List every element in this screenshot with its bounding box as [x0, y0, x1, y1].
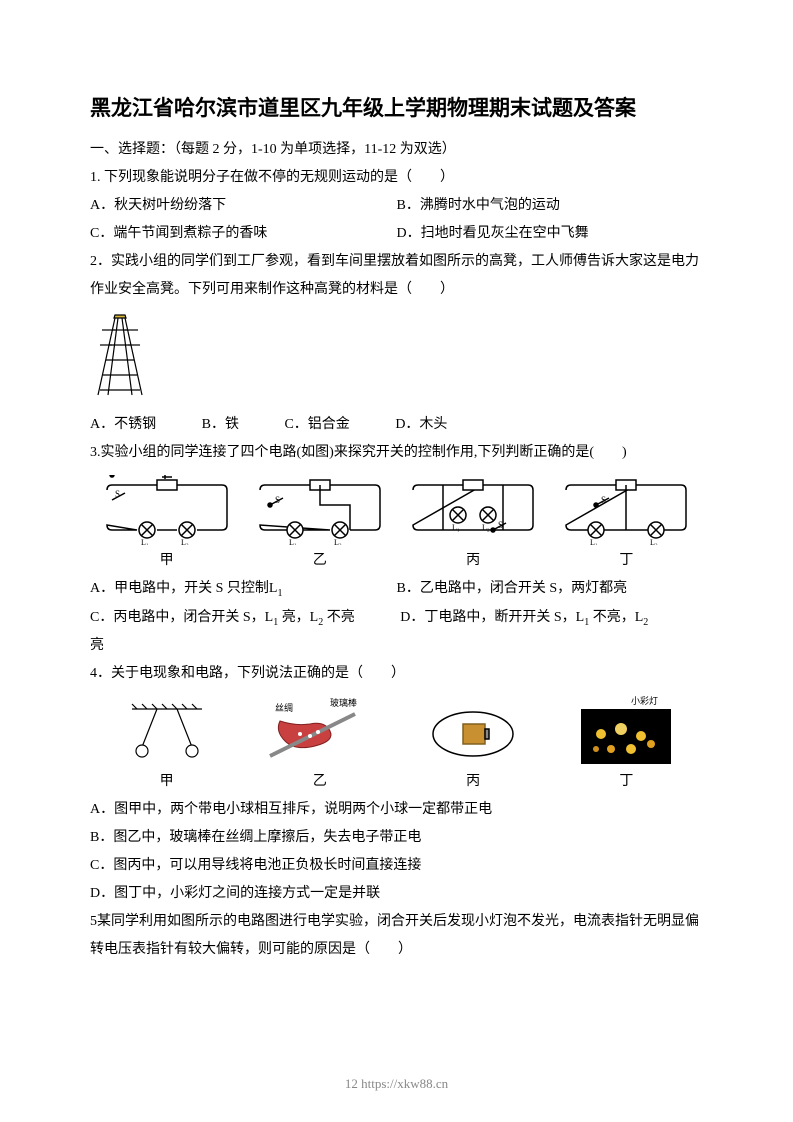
circuit-ding-icon: S L₁ L₂ [556, 475, 696, 545]
q4-labels: 甲 乙 丙 丁 [90, 770, 703, 790]
q4-img-ding: 小彩灯 [566, 696, 686, 766]
ladder-icon [90, 310, 150, 400]
exam-title: 黑龙江省哈尔滨市道里区九年级上学期物理期末试题及答案 [90, 90, 703, 128]
q3-optC: C．丙电路中，闭合开关 S，L1 亮，L2 不亮 [90, 610, 355, 625]
circuit-jia-icon: S L₁ L₂ [97, 475, 237, 545]
circuit-yi-icon: S L₁ L₂ [250, 475, 390, 545]
q2-optA: A．不锈钢 [90, 417, 156, 432]
q2-stem: 2．实践小组的同学们到工厂参观，看到车间里摆放着如图所示的高凳，工人师傅告诉大家… [90, 248, 703, 304]
q4-optC: C．图丙中，可以用导线将电池正负极长时间直接连接 [90, 852, 703, 880]
svg-text:L₂: L₂ [181, 538, 189, 545]
q4-img-yi: 丝绸 玻璃棒 [260, 696, 380, 766]
q4-stem: 4．关于电现象和电路，下列说法正确的是（ ） [90, 660, 703, 688]
q2-image [90, 310, 703, 405]
q5-stem: 5某同学利用如图所示的电路图进行电学实验，闭合开关后发现小灯泡不发光，电流表指针… [90, 908, 703, 964]
q4-label-bing: 丙 [466, 770, 480, 790]
q1-stem: 1. 下列现象能说明分子在做不停的无规则运动的是（ ） [90, 164, 703, 192]
svg-text:L₂: L₂ [482, 523, 490, 532]
q4-label-ding: 丁 [619, 770, 633, 790]
page-footer: 12 https://xkw88.cn [0, 1076, 793, 1092]
silk-rod-icon: 丝绸 玻璃棒 [260, 696, 380, 766]
q1-options-row1: A．秋天树叶纷纷落下 B．沸腾时水中气泡的运动 [90, 192, 703, 220]
q4-img-bing [413, 696, 533, 766]
q1-optA: A．秋天树叶纷纷落下 [90, 192, 397, 220]
svg-text:S: S [601, 495, 606, 505]
q4-images: 丝绸 玻璃棒 小彩灯 [90, 696, 703, 766]
q3-circuits: S L₁ L₂ S L₁ L₂ [90, 475, 703, 545]
q3-optD: D．丁电路中，断开开关 S，L1 不亮，L2 [400, 610, 648, 625]
battery-wire-icon [418, 699, 528, 764]
q1-optD: D．扫地时看见灰尘在空中飞舞 [397, 220, 589, 248]
svg-text:L₁: L₁ [452, 523, 460, 532]
q4-optB: B．图乙中，玻璃棒在丝绸上摩擦后，失去电子带正电 [90, 824, 703, 852]
q4-img-jia [107, 696, 227, 766]
q4-label-yi: 乙 [313, 770, 327, 790]
circuit-bing-icon: S L₁ L₂ [403, 475, 543, 545]
q3-optD-cont: 亮 [90, 632, 703, 660]
q1-options-row2: C．端午节闻到煮粽子的香味 D．扫地时看见灰尘在空中飞舞 [90, 220, 703, 248]
q1-optC: C．端午节闻到煮粽子的香味 [90, 220, 397, 248]
q3-labels: 甲 乙 丙 丁 [90, 549, 703, 569]
svg-text:小彩灯: 小彩灯 [631, 696, 658, 706]
svg-text:L₁: L₁ [141, 538, 149, 545]
q4-optD: D．图丁中，小彩灯之间的连接方式一定是并联 [90, 880, 703, 908]
svg-text:L₂: L₂ [334, 538, 342, 545]
q3-stem: 3.实验小组的同学连接了四个电路(如图)来探究开关的控制作用,下列判断正确的是(… [90, 439, 703, 467]
svg-text:L₁: L₁ [289, 538, 297, 545]
q3-options-row2: C．丙电路中，闭合开关 S，L1 亮，L2 不亮 D．丁电路中，断开开关 S，L… [90, 604, 703, 633]
q3-label-bing: 丙 [466, 549, 480, 569]
q2-optD: D．木头 [395, 417, 447, 432]
q2-optB: B．铁 [202, 417, 239, 432]
q1-optB: B．沸腾时水中气泡的运动 [397, 192, 560, 220]
pendulum-icon [117, 699, 217, 764]
q4-label-jia: 甲 [160, 770, 174, 790]
q3-optA: A．甲电路中，开关 S 只控制L1 [90, 575, 397, 604]
q3-label-yi: 乙 [313, 549, 327, 569]
svg-text:L₂: L₂ [650, 538, 658, 545]
svg-text:S: S [275, 495, 280, 505]
q4-optA: A．图甲中，两个带电小球相互排斥，说明两个小球一定都带正电 [90, 796, 703, 824]
q3-label-jia: 甲 [160, 549, 174, 569]
svg-text:L₁: L₁ [590, 538, 598, 545]
section-header: 一、选择题：（每题 2 分，1-10 为单项选择，11-12 为双选） [90, 136, 703, 164]
q3-optB: B．乙电路中，闭合开关 S，两灯都亮 [397, 575, 628, 604]
svg-text:玻璃棒: 玻璃棒 [330, 697, 357, 708]
q2-options: A．不锈钢 B．铁 C．铝合金 D．木头 [90, 411, 703, 439]
lights-icon: 小彩灯 [571, 694, 681, 769]
svg-text:丝绸: 丝绸 [275, 702, 293, 713]
q3-options-row1: A．甲电路中，开关 S 只控制L1 B．乙电路中，闭合开关 S，两灯都亮 [90, 575, 703, 604]
q3-label-ding: 丁 [619, 549, 633, 569]
q2-optC: C．铝合金 [284, 417, 349, 432]
svg-text:S: S [498, 520, 503, 530]
svg-text:S: S [115, 489, 120, 499]
